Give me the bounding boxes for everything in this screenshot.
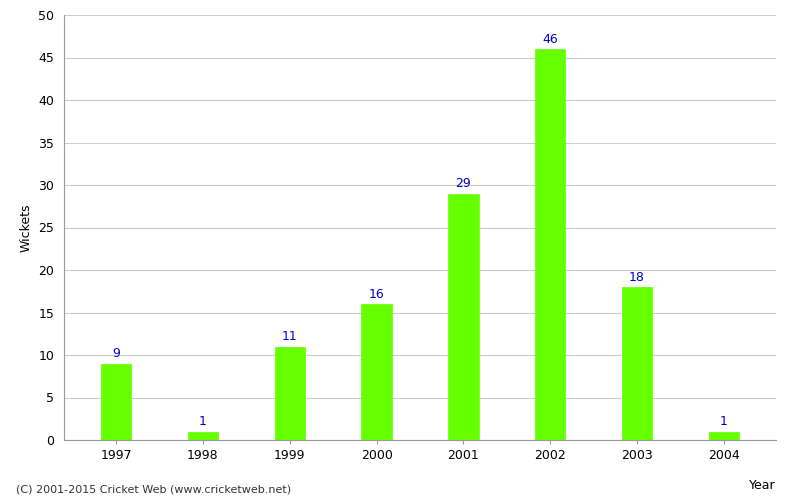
Text: 1: 1 [720, 415, 728, 428]
Text: 11: 11 [282, 330, 298, 343]
Text: 18: 18 [629, 270, 645, 283]
Bar [448, 194, 478, 440]
Bar [622, 287, 652, 440]
Bar [709, 432, 739, 440]
Text: 9: 9 [112, 347, 120, 360]
Text: (C) 2001-2015 Cricket Web (www.cricketweb.net): (C) 2001-2015 Cricket Web (www.cricketwe… [16, 485, 291, 495]
Text: Year: Year [750, 479, 776, 492]
Y-axis label: Wickets: Wickets [20, 203, 33, 252]
Text: 1: 1 [199, 415, 207, 428]
Bar [535, 49, 566, 440]
Bar [101, 364, 131, 440]
Bar [362, 304, 392, 440]
Text: 16: 16 [369, 288, 385, 300]
Bar [188, 432, 218, 440]
Text: 29: 29 [455, 177, 471, 190]
Text: 46: 46 [542, 32, 558, 46]
Bar [274, 346, 305, 440]
